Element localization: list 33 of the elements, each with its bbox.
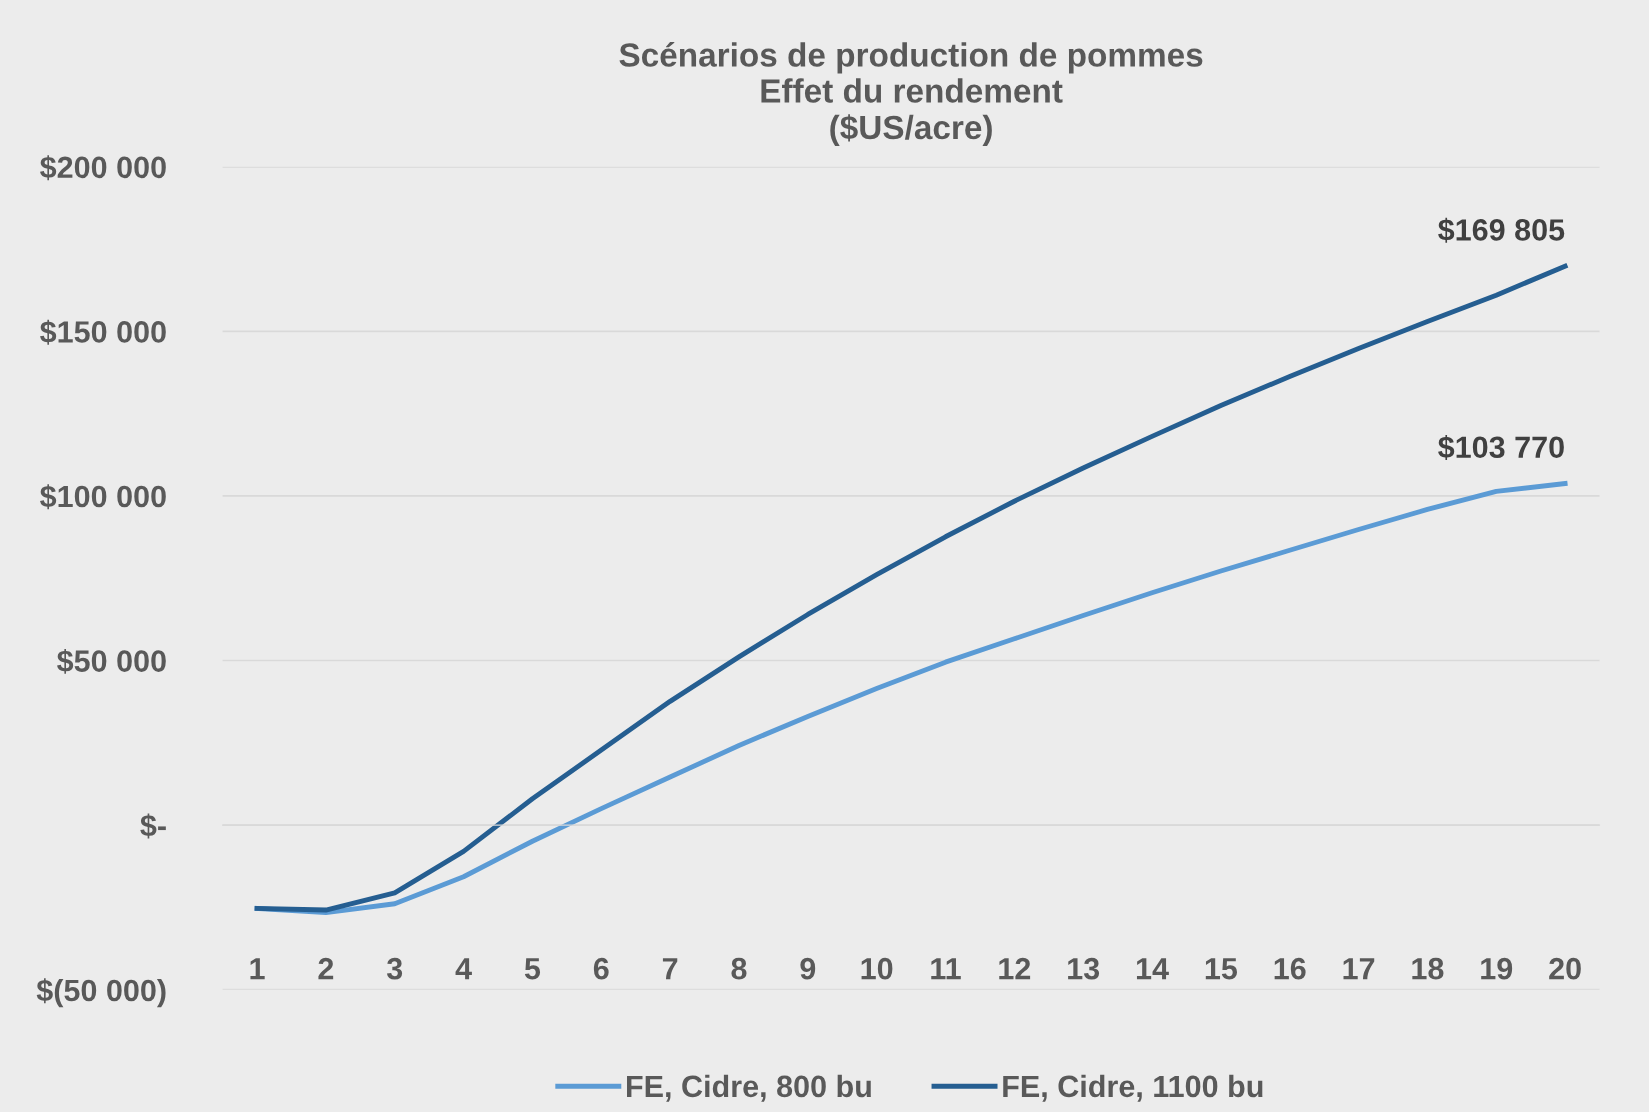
x-tick-label: 13 (1068, 957, 1100, 980)
line-series (254, 481, 1568, 916)
x-tick-label: 7 (662, 958, 678, 980)
x-tick-label: 8 (731, 957, 747, 980)
x-tick-label: 15 (1205, 958, 1238, 980)
legend-label: FE, Cidre, 800 bu (627, 1074, 871, 1102)
line-series (254, 263, 1568, 913)
y-tick-label: $150 000 (40, 319, 166, 345)
x-tick-label: 2 (318, 957, 334, 980)
y-tick-label: $(50 000) (36, 978, 166, 1008)
y-tick-label: $- (140, 813, 166, 839)
chart-title: Scénarios de production de pommes Effet du rendement ($US/acre) (619, 42, 1203, 146)
x-tick-label: 14 (1136, 958, 1169, 980)
x-tick-label: 11 (931, 958, 961, 980)
y-tick-label: $50 000 (57, 648, 166, 674)
x-tick-label: 20 (1549, 957, 1581, 980)
x-tick-label: 10 (861, 957, 893, 980)
x-tick-label: 4 (455, 958, 472, 980)
x-tick-label: 6 (593, 957, 609, 980)
x-tick-label: 1 (250, 958, 265, 980)
x-tick-label: 19 (1481, 957, 1513, 980)
x-tick-label: 17 (1343, 958, 1375, 980)
y-tick-label: $200 000 (40, 155, 166, 181)
x-tick-label: 9 (800, 957, 816, 980)
x-tick-label: 3 (386, 957, 403, 980)
x-tick-label: 12 (999, 957, 1031, 980)
data-label: $103 770 (1438, 435, 1564, 461)
x-tick-label: 18 (1412, 957, 1444, 980)
data-label: $169 805 (1438, 217, 1565, 243)
y-tick-label: $100 000 (40, 484, 166, 510)
x-tick-label: 16 (1274, 957, 1306, 980)
x-tick-label: 5 (524, 958, 541, 980)
legend-label: FE, Cidre, 1100 bu (1003, 1074, 1263, 1102)
